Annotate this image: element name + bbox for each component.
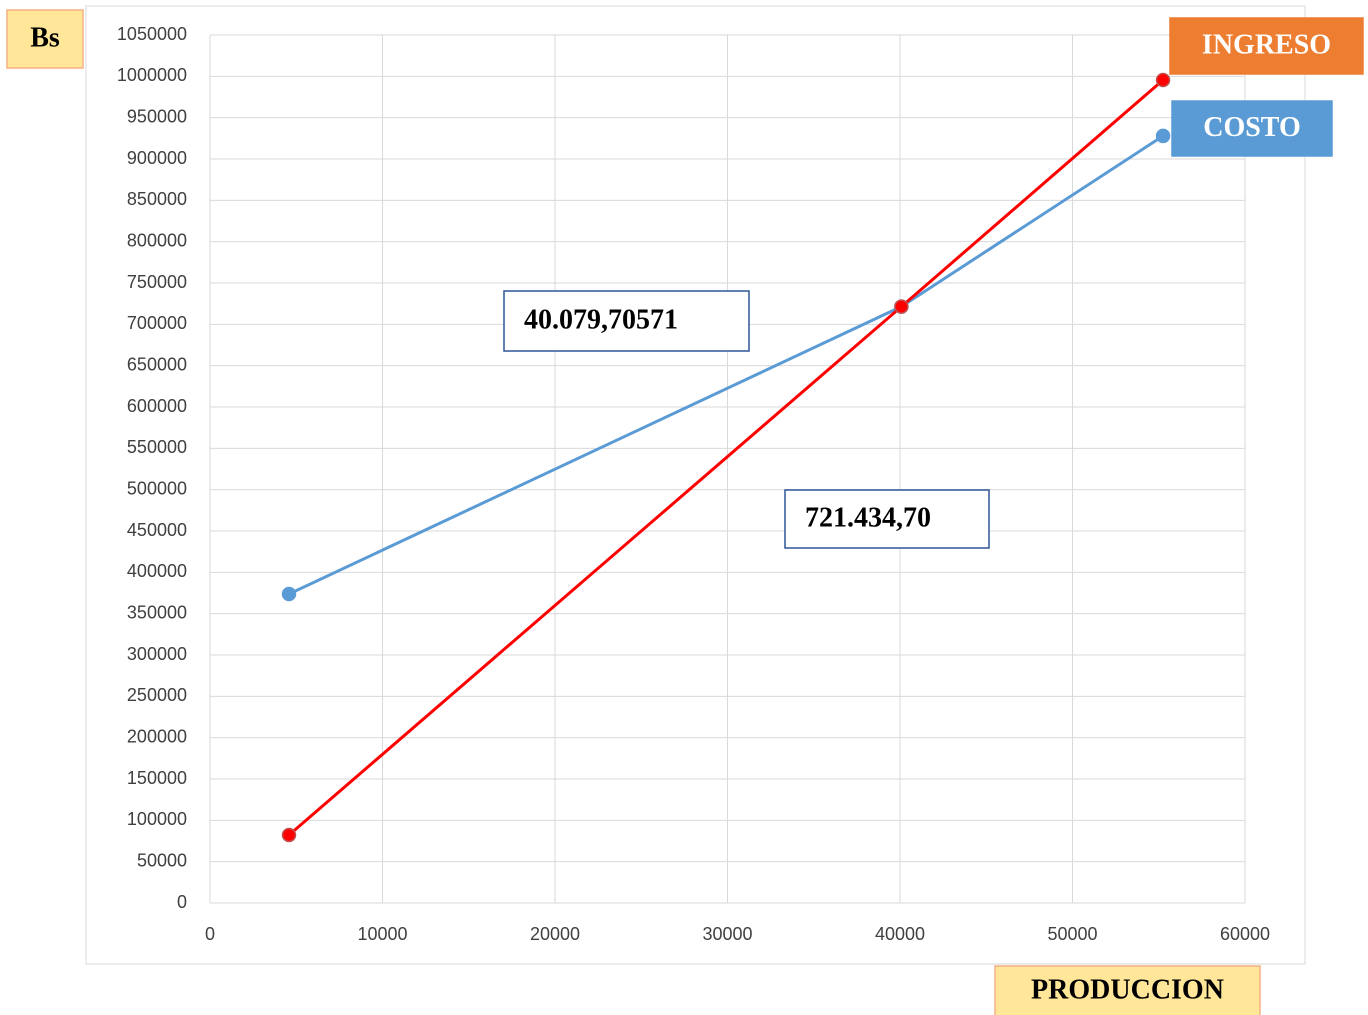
y-tick-label: 900000 [127,148,187,168]
data-point [281,827,297,843]
y-tick-label: 1000000 [117,65,187,85]
y-tick-label: 850000 [127,189,187,209]
y-tick-label: 750000 [127,272,187,292]
annotation-box [503,290,750,352]
data-point [1155,128,1171,144]
legend-ingreso: INGRESO [1202,29,1331,60]
annotation-box [784,489,990,549]
legend-costo-box [1171,100,1333,157]
x-tick-label: 60000 [1220,924,1270,944]
data-point [281,586,297,602]
y-tick-label: 250000 [127,685,187,705]
x-tick-label: 40000 [875,924,925,944]
annotation: 40.079,70571 [524,304,678,335]
x-tick-label: 20000 [530,924,580,944]
y-tick-label: 100000 [127,809,187,829]
y-tick-label: 400000 [127,561,187,581]
y-tick-label: 200000 [127,726,187,746]
y-tick-label: 350000 [127,602,187,622]
x-axis-label-box [994,965,1261,1015]
y-tick-label: 1050000 [117,24,187,44]
data-point [1155,72,1171,88]
y-tick-label: 700000 [127,313,187,333]
annotation: 721.434,70 [805,502,931,533]
y-tick-label: 600000 [127,396,187,416]
y-tick-label: 300000 [127,644,187,664]
y-tick-label: 500000 [127,478,187,498]
legend-costo: COSTO [1203,112,1301,143]
x-tick-label: 50000 [1047,924,1097,944]
y-tick-label: 450000 [127,520,187,540]
legend-ingreso-box [1169,17,1364,75]
y-axis-label-box [6,9,84,69]
y-tick-label: 800000 [127,230,187,250]
x-tick-label: 0 [205,924,215,944]
data-point [894,299,909,314]
y-tick-label: 550000 [127,437,187,457]
y-tick-label: 150000 [127,768,187,788]
y-tick-label: 50000 [137,850,187,870]
x-tick-label: 10000 [357,924,407,944]
x-axis-label: PRODUCCION [1031,974,1224,1005]
x-tick-label: 30000 [702,924,752,944]
y-tick-label: 0 [177,892,187,912]
y-tick-label: 650000 [127,354,187,374]
y-axis-label: Bs [30,22,60,53]
y-tick-label: 950000 [127,106,187,126]
